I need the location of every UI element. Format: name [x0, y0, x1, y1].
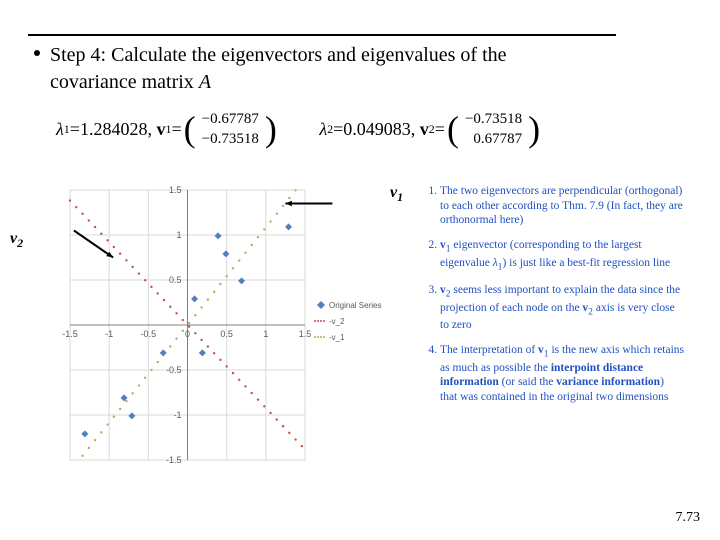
- header-rule: [28, 34, 616, 36]
- svg-text:1.5: 1.5: [169, 185, 182, 195]
- svg-text:Original Series: Original Series: [329, 301, 381, 310]
- svg-text:-0.5: -0.5: [166, 365, 182, 375]
- svg-text:-1: -1: [105, 329, 113, 339]
- svg-text:-0.5: -0.5: [141, 329, 157, 339]
- lambda2: 0.049083: [343, 119, 411, 140]
- eigenvector-chart: -1.5 -1 -0.5 0 0.5 1 1.5 -1.5 -1 -0.5 0.5 1 1.5 Origi…: [40, 180, 390, 480]
- svg-text:-v_1: -v_1: [329, 333, 345, 342]
- v1b: −0.73518: [202, 130, 259, 150]
- svg-text:-1: -1: [173, 410, 181, 420]
- list-bullet: [34, 50, 40, 56]
- svg-text:0.5: 0.5: [220, 329, 233, 339]
- svg-text:0.5: 0.5: [169, 275, 182, 285]
- v1-axis-label: v1: [390, 184, 403, 205]
- note-item: The two eigenvectors are perpendicular (…: [440, 184, 684, 228]
- svg-text:1: 1: [263, 329, 268, 339]
- eigen-2: λ2 = 0.049083, v2 = ( −0.73518 0.67787 ): [319, 108, 542, 151]
- matrix-symbol: A: [199, 71, 211, 93]
- v1a: −0.67787: [202, 110, 259, 130]
- equation-row: λ1 = 1.284028, v1 = ( −0.67787 −0.73518 …: [56, 108, 676, 151]
- svg-text:-v_2: -v_2: [329, 317, 345, 326]
- eigen-1: λ1 = 1.284028, v1 = ( −0.67787 −0.73518 …: [56, 108, 279, 151]
- step-text: Step 4: Calculate the eigenvectors and e…: [50, 42, 590, 96]
- note-item: The interpretation of v1 is the new axis…: [440, 343, 684, 405]
- lambda1: 1.284028: [80, 119, 148, 140]
- v2b: 0.67787: [465, 130, 522, 150]
- v2a: −0.73518: [465, 110, 522, 130]
- note-item: v1 eigenvector (corresponding to the lar…: [440, 238, 684, 273]
- svg-text:0: 0: [185, 329, 190, 339]
- notes-list: The two eigenvectors are perpendicular (…: [422, 184, 684, 415]
- svg-text:-1.5: -1.5: [62, 329, 78, 339]
- v2-axis-label: v2: [10, 230, 23, 251]
- step-content: Step 4: Calculate the eigenvectors and e…: [50, 44, 507, 93]
- svg-text:-1.5: -1.5: [166, 455, 182, 465]
- svg-text:1: 1: [176, 230, 181, 240]
- page-number: 7.73: [676, 510, 701, 526]
- svg-text:1.5: 1.5: [299, 329, 312, 339]
- note-item: v2 seems less important to explain the d…: [440, 283, 684, 333]
